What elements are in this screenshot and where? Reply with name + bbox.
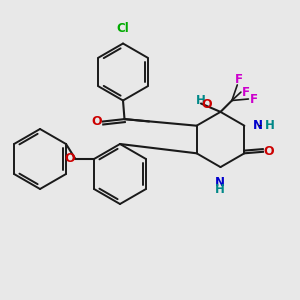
Text: O: O bbox=[65, 152, 75, 166]
Text: F: F bbox=[242, 85, 249, 99]
Text: N: N bbox=[253, 118, 263, 132]
Text: H: H bbox=[265, 118, 275, 132]
Text: -: - bbox=[258, 118, 262, 132]
Text: O: O bbox=[91, 115, 102, 128]
Text: Cl: Cl bbox=[117, 22, 129, 35]
Text: F: F bbox=[250, 92, 258, 106]
Text: O: O bbox=[263, 145, 274, 158]
Text: H: H bbox=[196, 94, 205, 107]
Text: N: N bbox=[215, 176, 225, 189]
Text: H: H bbox=[215, 183, 225, 196]
Text: F: F bbox=[235, 73, 243, 86]
Text: O: O bbox=[201, 98, 212, 111]
